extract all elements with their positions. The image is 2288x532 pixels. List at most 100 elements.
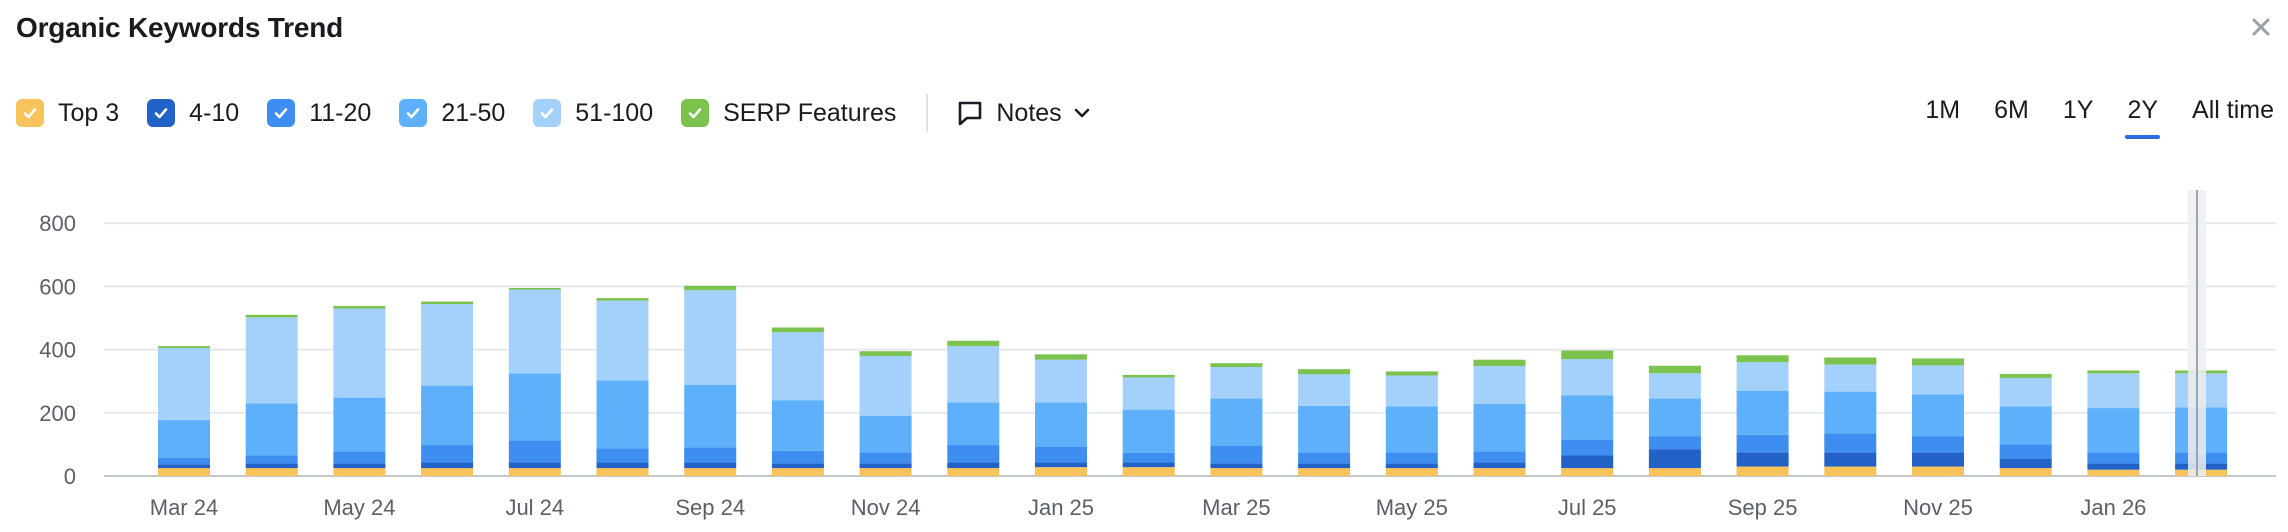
- close-button[interactable]: [2248, 14, 2274, 40]
- bar-stack[interactable]: [508, 287, 561, 476]
- bar-segment: [508, 373, 561, 441]
- bar-stack[interactable]: [158, 346, 210, 476]
- period-all-time[interactable]: All time: [2192, 96, 2274, 124]
- bar-segment: [2087, 469, 2140, 476]
- x-tick-label: Sep 25: [1728, 495, 1798, 520]
- bar-segment: [1999, 373, 2052, 379]
- bar-stack[interactable]: [245, 314, 298, 476]
- bar-stack[interactable]: [1824, 357, 1877, 477]
- divider: [926, 94, 929, 132]
- bar-segment: [596, 462, 649, 469]
- bar-segment: [1210, 445, 1263, 464]
- period-6m[interactable]: 6M: [1994, 96, 2029, 124]
- bar-stack[interactable]: [1561, 350, 1614, 476]
- bar-segment: [1210, 363, 1263, 367]
- legend-item-serp-features[interactable]: SERP Features: [681, 99, 896, 128]
- bar-segment: [2087, 463, 2140, 470]
- legend-item-top3[interactable]: Top 3: [16, 99, 119, 128]
- bar-segment: [1912, 466, 1964, 476]
- bar-segment: [245, 455, 298, 464]
- bar-stack[interactable]: [1648, 365, 1701, 476]
- bar-segment: [245, 314, 298, 318]
- bar-segment: [2087, 370, 2140, 374]
- bar-stack[interactable]: [1035, 354, 1087, 476]
- x-tick-label: Mar 25: [1202, 495, 1270, 520]
- check-icon: [274, 108, 288, 119]
- legend-label-top3: Top 3: [58, 98, 120, 127]
- bar-stack[interactable]: [1210, 363, 1263, 476]
- bar-segment: [1122, 409, 1175, 453]
- bar-segment: [1648, 373, 1701, 399]
- legend-item-4-10[interactable]: 4-10: [147, 99, 239, 128]
- period-1y[interactable]: 1Y: [2062, 96, 2094, 124]
- bar-segment: [1122, 377, 1175, 410]
- bar-segment: [1298, 463, 1351, 469]
- bar-stack[interactable]: [684, 285, 737, 476]
- bar-segment: [2087, 452, 2140, 464]
- bar-stack[interactable]: [1122, 374, 1175, 476]
- period-2y[interactable]: 2Y: [2125, 96, 2160, 139]
- period-1m[interactable]: 1M: [1925, 96, 1961, 124]
- checkbox-11-20[interactable]: [267, 99, 296, 127]
- bar-segment: [1912, 452, 1964, 467]
- bar-segment: [947, 462, 1000, 469]
- bar-segment: [684, 468, 737, 476]
- bar-stack[interactable]: [859, 351, 912, 476]
- bar-stack[interactable]: [2087, 370, 2140, 476]
- bar-segment: [245, 468, 298, 476]
- bar-segment: [508, 462, 561, 469]
- bar-segment: [508, 468, 561, 476]
- bar-segment: [333, 305, 386, 309]
- bar-segment: [1035, 467, 1087, 476]
- bar-segment: [1122, 452, 1175, 463]
- bar-stack[interactable]: [771, 327, 824, 476]
- bar-stack[interactable]: [1999, 373, 2052, 476]
- checkbox-21-50[interactable]: [399, 99, 428, 127]
- bar-segment: [1473, 403, 1526, 452]
- bar-stack[interactable]: [1385, 371, 1438, 476]
- bar-segment: [1999, 444, 2052, 459]
- bar-stack[interactable]: [1736, 355, 1789, 476]
- legend-label-51-100: 51-100: [575, 98, 654, 127]
- checkbox-4-10[interactable]: [147, 99, 176, 127]
- bar-segment: [1648, 449, 1701, 469]
- bar-stack[interactable]: [1912, 358, 1964, 476]
- x-tick-label: Jan 25: [1028, 495, 1094, 520]
- bar-stack[interactable]: [1298, 369, 1351, 476]
- legend-item-51-100[interactable]: 51-100: [533, 99, 653, 128]
- bar-segment: [158, 420, 210, 458]
- bar-segment: [1385, 463, 1438, 469]
- bar-stack[interactable]: [1473, 359, 1526, 476]
- bar-segment: [1385, 375, 1438, 407]
- notes-dropdown[interactable]: Notes: [956, 99, 1091, 128]
- x-tick-label: Jul 25: [1558, 495, 1617, 520]
- bar-segment: [1035, 446, 1087, 463]
- bar-segment: [1561, 359, 1614, 396]
- chevron-down-icon: [1074, 108, 1089, 118]
- bar-segment: [158, 468, 210, 476]
- bar-segment: [508, 289, 561, 374]
- bar-segment: [421, 304, 474, 386]
- bar-segment: [684, 384, 737, 448]
- bar-segment: [1824, 364, 1877, 392]
- bar-segment: [1210, 398, 1263, 446]
- legend-item-21-50[interactable]: 21-50: [399, 99, 505, 128]
- bar-segment: [947, 346, 1000, 403]
- checkbox-top3[interactable]: [16, 99, 44, 127]
- legend-item-11-20[interactable]: 11-20: [267, 99, 371, 128]
- bar-stack[interactable]: [421, 301, 474, 476]
- x-tick-label: Jan 26: [2080, 495, 2146, 520]
- bar-segment: [1648, 365, 1701, 374]
- bar-segment: [1473, 468, 1526, 476]
- bar-segment: [859, 468, 912, 476]
- bar-segment: [859, 463, 912, 469]
- checkbox-serp-features[interactable]: [681, 99, 710, 127]
- bar-segment: [2087, 408, 2140, 453]
- bar-stack[interactable]: [333, 305, 386, 476]
- bar-stack[interactable]: [596, 298, 649, 476]
- checkbox-51-100[interactable]: [533, 99, 562, 127]
- bar-segment: [158, 346, 210, 349]
- bar-segment: [1035, 359, 1087, 403]
- bar-segment: [1561, 439, 1614, 456]
- bar-stack[interactable]: [947, 340, 1000, 476]
